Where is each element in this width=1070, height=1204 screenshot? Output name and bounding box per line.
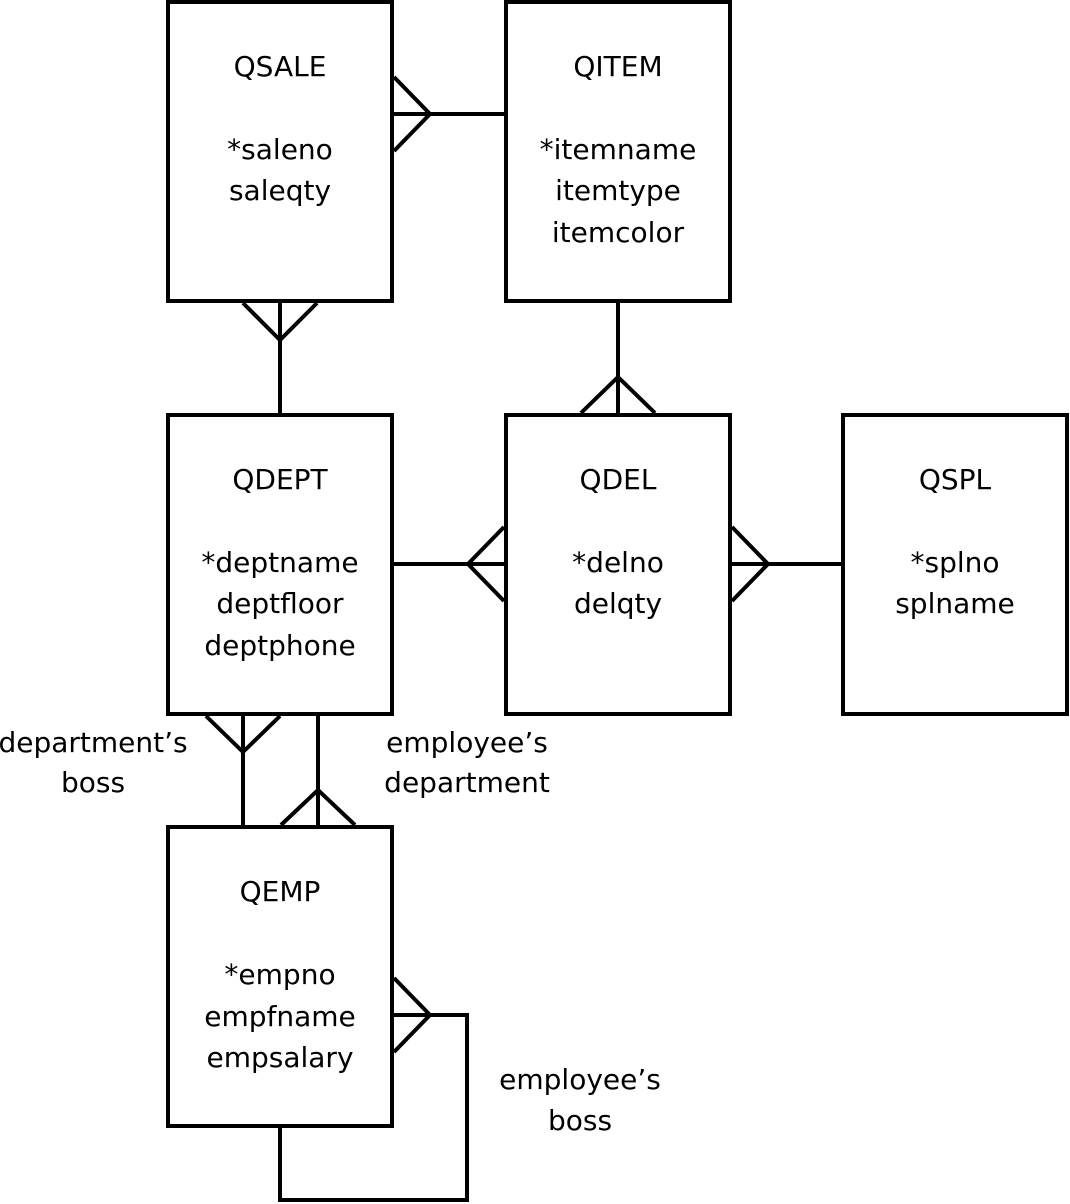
crows-foot <box>392 75 433 153</box>
entity-attribute: deptphone <box>204 629 355 662</box>
entity-name: QEMP <box>240 875 321 908</box>
entity-attribute: saleqty <box>229 174 331 207</box>
entity-attribute: *saleno <box>227 133 333 166</box>
entity-attribute: *splno <box>910 546 999 579</box>
label-departments-boss: department’s boss <box>0 726 188 799</box>
entity-name: QITEM <box>573 50 662 83</box>
entity-qspl[interactable]: QSPL *splno splname <box>841 413 1069 716</box>
crows-foot <box>465 525 506 603</box>
entity-attribute: *itemname <box>540 133 697 166</box>
entity-box <box>504 0 732 303</box>
entity-attribute: *delno <box>572 546 664 579</box>
relationship-label: boss <box>548 1104 612 1137</box>
entity-name: QSALE <box>234 50 327 83</box>
crows-foot <box>392 976 433 1054</box>
relationship-employees-department <box>279 714 357 827</box>
relationship-departments-boss <box>204 714 282 827</box>
relationship-label: department <box>384 766 550 799</box>
entity-attribute: empsalary <box>206 1041 353 1074</box>
entity-qdel[interactable]: QDEL *delno delqty <box>504 413 732 716</box>
relationship-label: employee’s <box>499 1063 661 1096</box>
entity-attribute: splname <box>895 587 1015 620</box>
relationship-qdept-qdel <box>392 525 506 603</box>
entity-box <box>504 413 732 716</box>
entity-box <box>166 0 394 303</box>
relationship-label: employee’s <box>386 726 548 759</box>
entity-attribute: itemtype <box>555 174 681 207</box>
entity-qdept[interactable]: QDEPT *deptname deptfloor deptphone <box>166 413 394 716</box>
crows-foot <box>204 714 282 755</box>
entity-name: QDEL <box>580 463 657 496</box>
entity-attribute: deptfloor <box>216 587 344 620</box>
entity-attribute: empfname <box>204 1000 356 1033</box>
label-employees-department: employee’s department <box>384 726 550 799</box>
entity-attribute: *empno <box>224 958 335 991</box>
entity-box <box>166 825 394 1128</box>
entity-qemp[interactable]: QEMP *empno empfname empsalary <box>166 825 394 1128</box>
entity-attribute: itemcolor <box>552 216 685 249</box>
relationship-qitem-qdel <box>579 301 657 415</box>
entity-name: QDEPT <box>232 463 328 496</box>
relationship-employees-boss <box>278 976 469 1202</box>
label-employees-boss: employee’s boss <box>499 1063 661 1137</box>
relationship-line <box>278 1013 469 1202</box>
crows-foot <box>730 525 771 603</box>
entity-qsale[interactable]: QSALE *saleno saleqty <box>166 0 394 303</box>
relationship-qdel-qspl <box>730 525 843 603</box>
relationship-qsale-qitem <box>392 75 506 153</box>
entity-attribute: *deptname <box>201 546 358 579</box>
entity-attribute: delqty <box>574 587 662 620</box>
crows-foot <box>579 374 657 415</box>
relationship-label: boss <box>61 766 125 799</box>
crows-foot <box>279 787 357 827</box>
relationship-label: department’s <box>0 726 188 759</box>
crows-foot <box>241 301 319 343</box>
entity-qitem[interactable]: QITEM *itemname itemtype itemcolor <box>504 0 732 303</box>
entity-name: QSPL <box>919 463 992 496</box>
entity-box <box>841 413 1069 716</box>
relationship-qsale-qdept <box>241 301 319 415</box>
